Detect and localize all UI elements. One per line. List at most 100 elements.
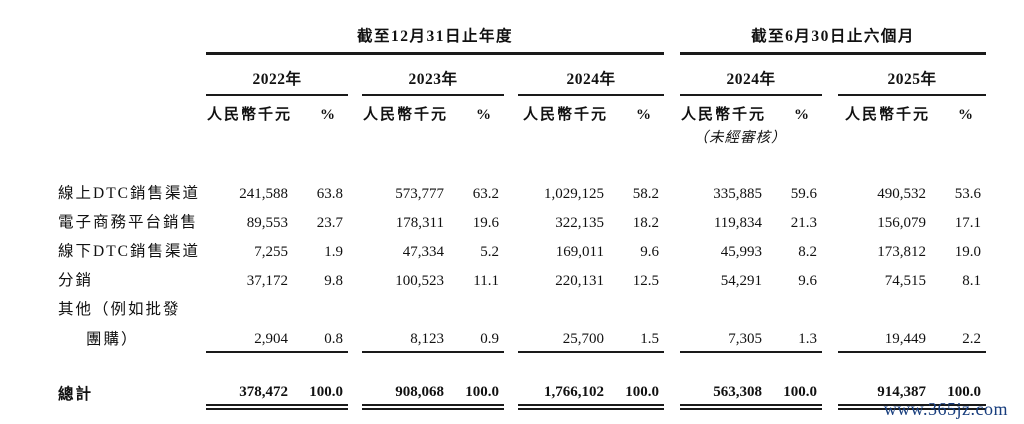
total-value: 1,766,102: [518, 371, 610, 410]
cell-pct: 63.2: [472, 186, 499, 202]
unit-label: 人民幣千元: [206, 107, 292, 123]
spacer: [822, 264, 838, 293]
cell-pct: 0.8: [294, 322, 348, 353]
cell-pct: 9.6: [798, 273, 818, 289]
spacer: [348, 206, 362, 235]
cell-value: 173,812: [877, 244, 927, 260]
table-row-total: 總計 378,472 100.0 908,068 100.0 1,766,102…: [58, 371, 987, 410]
total-pct: 100.0: [294, 371, 348, 410]
cell-value: 178,311: [395, 215, 444, 231]
spacer: [822, 124, 986, 147]
spacer: [58, 95, 206, 124]
watermark-url: www.365jz.com: [883, 399, 1008, 419]
year-header-row: 2022年 2023年 2024年 2024年 2025年: [58, 53, 987, 96]
cell-pct: 1.3: [768, 322, 823, 353]
spacer: [822, 322, 838, 352]
spacer: [822, 177, 838, 206]
year-header-2025-interim: 2025年: [838, 53, 987, 96]
spacer: [58, 352, 986, 371]
spacer: [348, 322, 362, 352]
cell-value: 156,079: [877, 215, 927, 231]
unaudited-note-row: （未經審核）: [58, 124, 986, 147]
year-header-2022: 2022年: [206, 53, 348, 96]
cell-value: 322,135: [555, 215, 604, 231]
cell-pct: 9.8: [324, 273, 343, 289]
percent-label: %: [320, 107, 335, 123]
cell-value: 2,904: [206, 322, 294, 353]
spacer: [58, 124, 680, 147]
revenue-by-channel-table: 截至12月31日止年度 截至6月30日止六個月 2022年 2023年 2024…: [58, 14, 987, 410]
spacer: [822, 235, 838, 264]
total-label: 總計: [58, 386, 94, 403]
cell-value: 490,532: [877, 186, 927, 202]
table-row-ecommerce: 電子商務平台銷售 89,553 23.7 178,311 19.6 322,13…: [58, 206, 986, 235]
spacer: [348, 177, 362, 206]
unaudited-note: （未經審核）: [693, 130, 787, 146]
row-label: 團購）: [86, 331, 139, 348]
cell-value: 241,588: [239, 186, 288, 202]
cell-pct: 8.1: [962, 273, 982, 289]
percent-label: %: [476, 107, 491, 123]
cell-value: 100,523: [395, 273, 444, 289]
cell-pct: 23.7: [316, 215, 343, 231]
cell-pct: 1.9: [324, 244, 343, 260]
cell-pct: 21.3: [790, 215, 818, 231]
cell-value: 7,255: [254, 244, 288, 260]
cell-value: 8,123: [362, 322, 450, 353]
spacer: [822, 206, 838, 235]
spacer: [664, 54, 680, 96]
spacer: [504, 264, 518, 293]
unit-label: 人民幣千元: [845, 107, 931, 123]
spacer: [504, 177, 518, 206]
cell-pct: 11.1: [473, 273, 499, 289]
unit-label: 人民幣千元: [681, 107, 767, 123]
cell-pct: 0.9: [450, 322, 504, 353]
unit-label: 人民幣千元: [362, 107, 448, 123]
year-header-2024-interim: 2024年: [680, 53, 823, 96]
spacer: [664, 371, 680, 407]
cell-value: 45,993: [720, 244, 763, 260]
table-row-distribution: 分銷 37,172 9.8 100,523 11.1 220,131 12.5 …: [58, 264, 986, 293]
total-pct: 100.0: [768, 371, 823, 410]
cell-value: 169,011: [555, 244, 604, 260]
table-row-online-dtc: 線上DTC銷售渠道 241,588 63.8 573,777 63.2 1,02…: [58, 177, 986, 206]
cell-pct: 5.2: [480, 244, 499, 260]
cell-pct: 1.5: [610, 322, 665, 353]
total-value: 908,068: [362, 371, 450, 410]
spacer: [504, 235, 518, 264]
cell-value: 54,291: [720, 273, 763, 289]
cell-value: 335,885: [713, 186, 763, 202]
row-label: 其他（例如批發: [58, 301, 181, 318]
year-header-2024: 2024年: [518, 53, 665, 96]
cell-value: 220,131: [555, 273, 604, 289]
table-row-offline-dtc: 線下DTC銷售渠道 7,255 1.9 47,334 5.2 169,011 9…: [58, 235, 986, 264]
cell-value: 74,515: [884, 273, 927, 289]
spacer: [822, 54, 838, 96]
unit-header-row: 人民幣千元 % 人民幣千元 % 人民幣千元 % 人民幣千元 % 人民幣千元 %: [58, 95, 986, 124]
spacer: [58, 147, 986, 177]
spacer: [664, 14, 680, 54]
spacer: [504, 322, 518, 352]
spacer: [348, 54, 362, 96]
percent-label: %: [636, 107, 652, 123]
cell-pct: 8.2: [798, 244, 818, 260]
spacer: [58, 54, 206, 96]
row-label: 線上DTC銷售渠道: [58, 185, 201, 202]
spacer: [348, 235, 362, 264]
cell-pct: 58.2: [632, 186, 660, 202]
spacer: [664, 206, 680, 235]
cell-pct: 18.2: [632, 215, 660, 231]
cell-value: 37,172: [246, 273, 288, 289]
spacer: [504, 206, 518, 235]
cell-pct: 9.6: [640, 244, 660, 260]
cell-pct: 19.6: [472, 215, 499, 231]
row-label: 線下DTC銷售渠道: [58, 243, 201, 260]
spacer: [348, 371, 362, 407]
spacer: [348, 264, 362, 293]
total-value: 914,387: [838, 371, 933, 410]
total-pct: 100.0: [450, 371, 504, 410]
spacer: [664, 95, 680, 124]
percent-label: %: [958, 107, 974, 123]
cell-pct: 19.0: [954, 244, 982, 260]
cell-pct: 12.5: [632, 273, 660, 289]
